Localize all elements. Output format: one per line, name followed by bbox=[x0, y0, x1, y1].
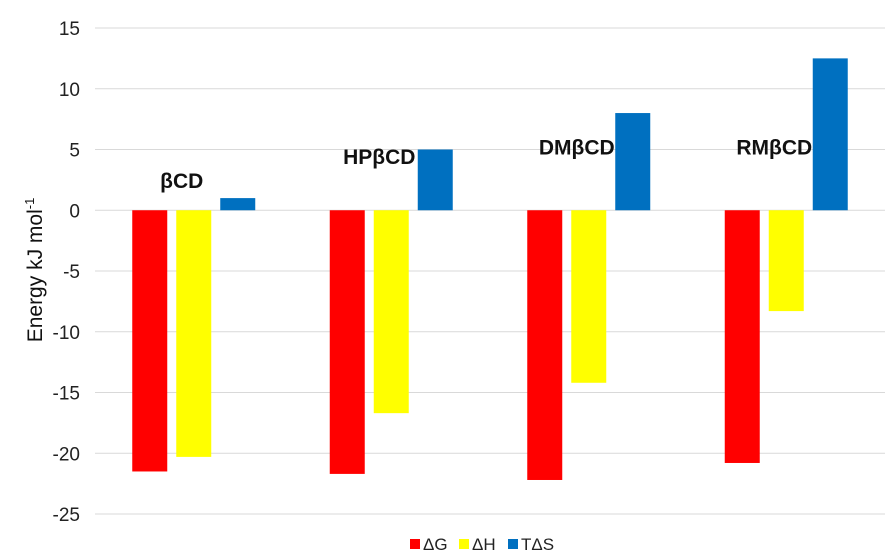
bar bbox=[571, 210, 607, 383]
y-axis-label-superscript: -1 bbox=[22, 198, 37, 210]
bar bbox=[812, 58, 848, 211]
y-tick-label: -5 bbox=[63, 262, 80, 283]
bar bbox=[615, 113, 651, 211]
legend-label: ΔH bbox=[472, 535, 496, 554]
bar bbox=[768, 210, 804, 312]
legend-label: TΔS bbox=[521, 535, 554, 554]
y-tick-label: -15 bbox=[53, 384, 80, 405]
y-tick-label: -10 bbox=[53, 323, 80, 344]
bar bbox=[220, 198, 256, 211]
bar bbox=[132, 210, 168, 472]
bar bbox=[417, 149, 453, 211]
y-tick-label: 15 bbox=[59, 19, 80, 40]
legend-label: ΔG bbox=[423, 535, 448, 554]
category-label: DMβCD bbox=[539, 136, 615, 159]
bar bbox=[176, 210, 212, 457]
bar bbox=[724, 210, 760, 463]
y-axis-label-main: Energy kJ mol bbox=[24, 209, 47, 342]
legend: ΔG ΔH TΔS bbox=[410, 535, 554, 554]
legend-swatch bbox=[508, 539, 518, 549]
y-tick-label: 5 bbox=[69, 141, 80, 162]
y-axis-label: Energy kJ mol-1 bbox=[22, 198, 47, 343]
y-tick-label: 0 bbox=[69, 201, 80, 222]
category-labels: βCD HPβCD DMβCD RMβCD bbox=[160, 136, 812, 193]
y-tick-label: -20 bbox=[53, 444, 80, 465]
category-label: βCD bbox=[160, 170, 203, 193]
y-tick-label: -25 bbox=[53, 505, 80, 526]
bar bbox=[329, 210, 365, 474]
category-label: RMβCD bbox=[736, 136, 812, 159]
bar bbox=[373, 210, 409, 414]
legend-swatch bbox=[459, 539, 469, 549]
gridlines bbox=[95, 27, 885, 515]
bar bbox=[527, 210, 563, 480]
legend-swatch bbox=[410, 539, 420, 549]
bars bbox=[132, 58, 848, 480]
y-tick-labels: 15 10 5 0 -5 -10 -15 -20 -25 bbox=[53, 19, 80, 526]
category-label: HPβCD bbox=[343, 146, 415, 169]
y-tick-label: 10 bbox=[59, 80, 80, 101]
